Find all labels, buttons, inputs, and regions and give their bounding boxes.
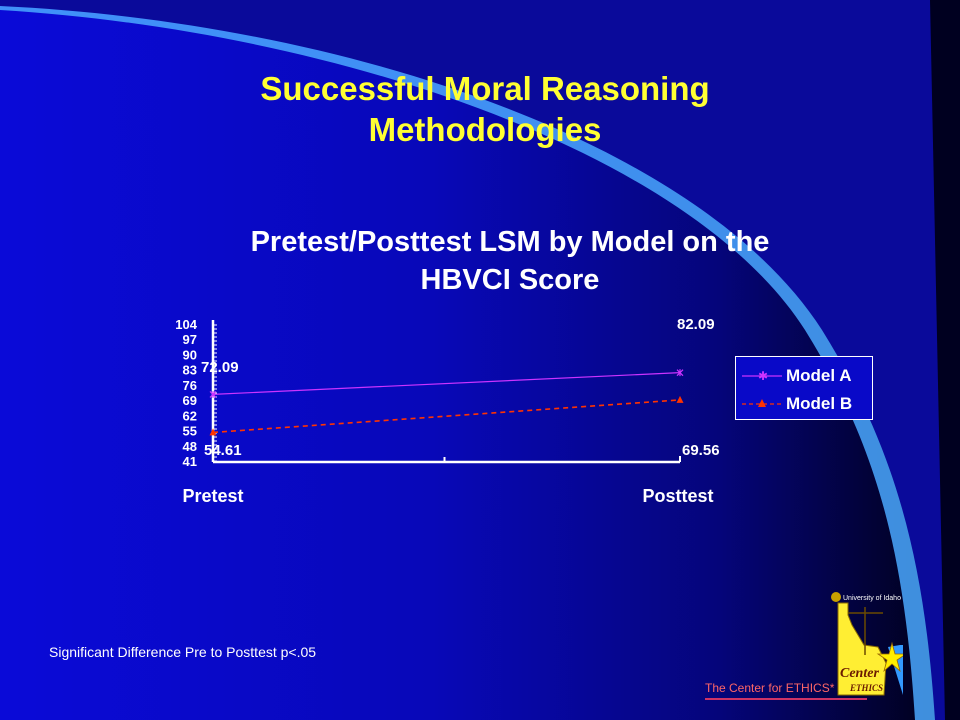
y-tick-label: 97	[183, 332, 197, 347]
y-tick-label: 104	[175, 317, 197, 332]
chart-title: Pretest/Posttest LSM by Model on the HBV…	[250, 226, 770, 296]
slide-title: Successful Moral Reasoning Methodologies	[260, 70, 710, 148]
data-label: 72.09	[201, 359, 239, 376]
y-tick-label: 90	[183, 347, 197, 362]
y-tick-label: 62	[183, 408, 197, 423]
y-tick-label: 55	[183, 424, 197, 439]
chart-labels: Pretest Posttest 72.09 82.09 54.61 69.56	[182, 316, 719, 506]
legend-label-model-b: Model B	[786, 394, 853, 413]
y-tick-label: 83	[183, 363, 197, 378]
legend-item-model-a: ✱ Model A	[740, 365, 870, 387]
y-tick-label: 69	[183, 393, 197, 408]
chart-series	[209, 369, 684, 436]
y-tick-label: 48	[183, 439, 197, 454]
y-tick-label: 76	[183, 378, 197, 393]
legend-symbol-model-a: ✱	[742, 369, 782, 383]
star-icon	[876, 641, 903, 673]
data-point-model-a	[209, 390, 217, 398]
data-point-model-a	[676, 369, 684, 377]
data-point-model-b	[676, 395, 684, 403]
series-line-model-a	[212, 372, 681, 395]
data-label: 82.09	[677, 316, 715, 333]
data-label: 54.61	[204, 442, 242, 459]
series-line-model-b	[212, 399, 681, 434]
logo-ethics-text: ETHICS	[849, 683, 883, 693]
legend-label-model-a: Model A	[786, 366, 852, 385]
x-category-label: Posttest	[642, 486, 713, 506]
data-point-model-b	[209, 428, 217, 436]
credit-text: The Center for ETHICS*	[705, 681, 867, 700]
chart-legend: ✱ Model A Model B	[735, 356, 873, 420]
logo-center-text: Center	[840, 666, 879, 681]
footnote: Significant Difference Pre to Posttest p…	[49, 644, 317, 660]
legend-symbol-model-b	[742, 399, 782, 407]
data-label: 69.56	[682, 442, 720, 459]
center-for-ethics-logo: University of Idaho Center ETHICS	[831, 592, 903, 696]
legend-item-model-b: Model B	[740, 393, 870, 415]
x-category-label: Pretest	[182, 486, 243, 506]
y-tick-label: 41	[183, 454, 197, 469]
svg-text:✱: ✱	[758, 369, 768, 383]
logo-university-text: University of Idaho	[843, 595, 901, 602]
